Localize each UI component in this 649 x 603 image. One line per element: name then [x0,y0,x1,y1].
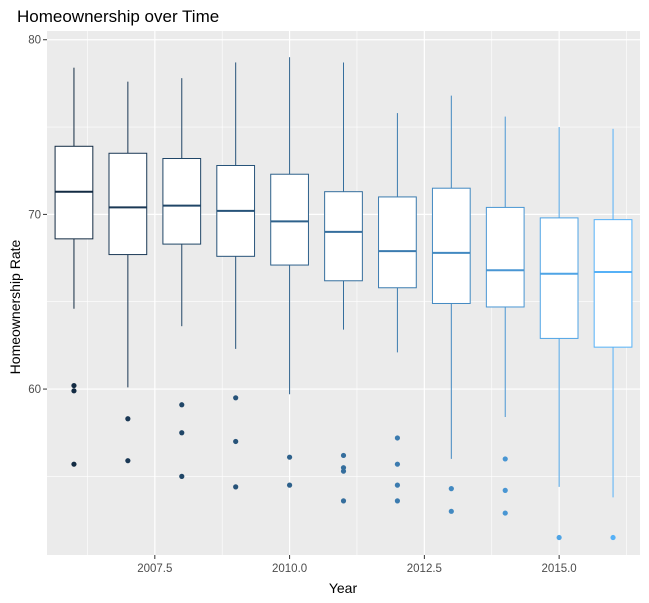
box-body [162,158,202,245]
outlier-point [448,486,454,492]
outlier-point [233,395,239,401]
outlier-point [394,435,401,441]
outlier-point [394,498,401,504]
boxes-layer [54,57,633,541]
outlier-point [340,498,347,504]
outlier-point [71,382,77,389]
y-axis-title: Homeownership Rate [7,239,23,374]
y-tick-label: 80 [28,35,41,47]
box-2013 [431,95,471,514]
outlier-point [448,508,454,514]
outlier-point [71,461,77,467]
y-tick-label: 60 [28,384,41,396]
box-2016 [593,128,633,541]
outlier-point [125,416,131,422]
box-body [539,217,579,339]
outlier-point [286,482,293,488]
outlier-point [502,510,508,516]
y-tick-label: 70 [28,209,41,221]
box-2010 [270,57,309,488]
box-2006 [54,67,94,467]
box-2011 [324,62,363,504]
box-body [593,219,633,348]
outlier-point [179,473,185,479]
x-axis-title: Year [329,580,358,596]
chart-title: Homeownership over Time [17,7,219,26]
box-body [108,152,148,256]
x-axis: 2007.5 2010.0 2012.5 2015.0 [137,555,577,575]
outlier-point [233,484,239,490]
box-2014 [485,116,525,516]
outlier-point [340,468,347,474]
box-body [270,173,309,266]
outlier-point [71,388,77,394]
x-tick-label: 2007.5 [137,563,172,575]
outlier-point [125,458,131,464]
box-2008 [162,78,202,479]
box-2012 [378,113,417,504]
outlier-point [502,487,508,493]
x-tick-label: 2015.0 [542,563,577,575]
x-tick-label: 2010.0 [272,563,307,575]
outlier-point [179,430,185,436]
outlier-point [502,456,508,462]
outlier-point [394,461,401,467]
box-2009 [216,62,256,490]
outlier-point [556,534,562,541]
outlier-point [340,452,347,459]
box-2015 [539,127,579,541]
box-body [324,191,363,282]
x-tick-label: 2012.5 [407,563,442,575]
outlier-point [179,402,185,408]
outlier-point [610,534,616,541]
outlier-point [286,454,293,460]
outlier-point [233,438,239,445]
box-2007 [108,81,148,464]
y-axis: 60 70 80 [28,35,47,396]
box-body [431,187,471,304]
box-body [378,196,417,289]
box-body [485,206,525,308]
outlier-point [394,482,401,488]
